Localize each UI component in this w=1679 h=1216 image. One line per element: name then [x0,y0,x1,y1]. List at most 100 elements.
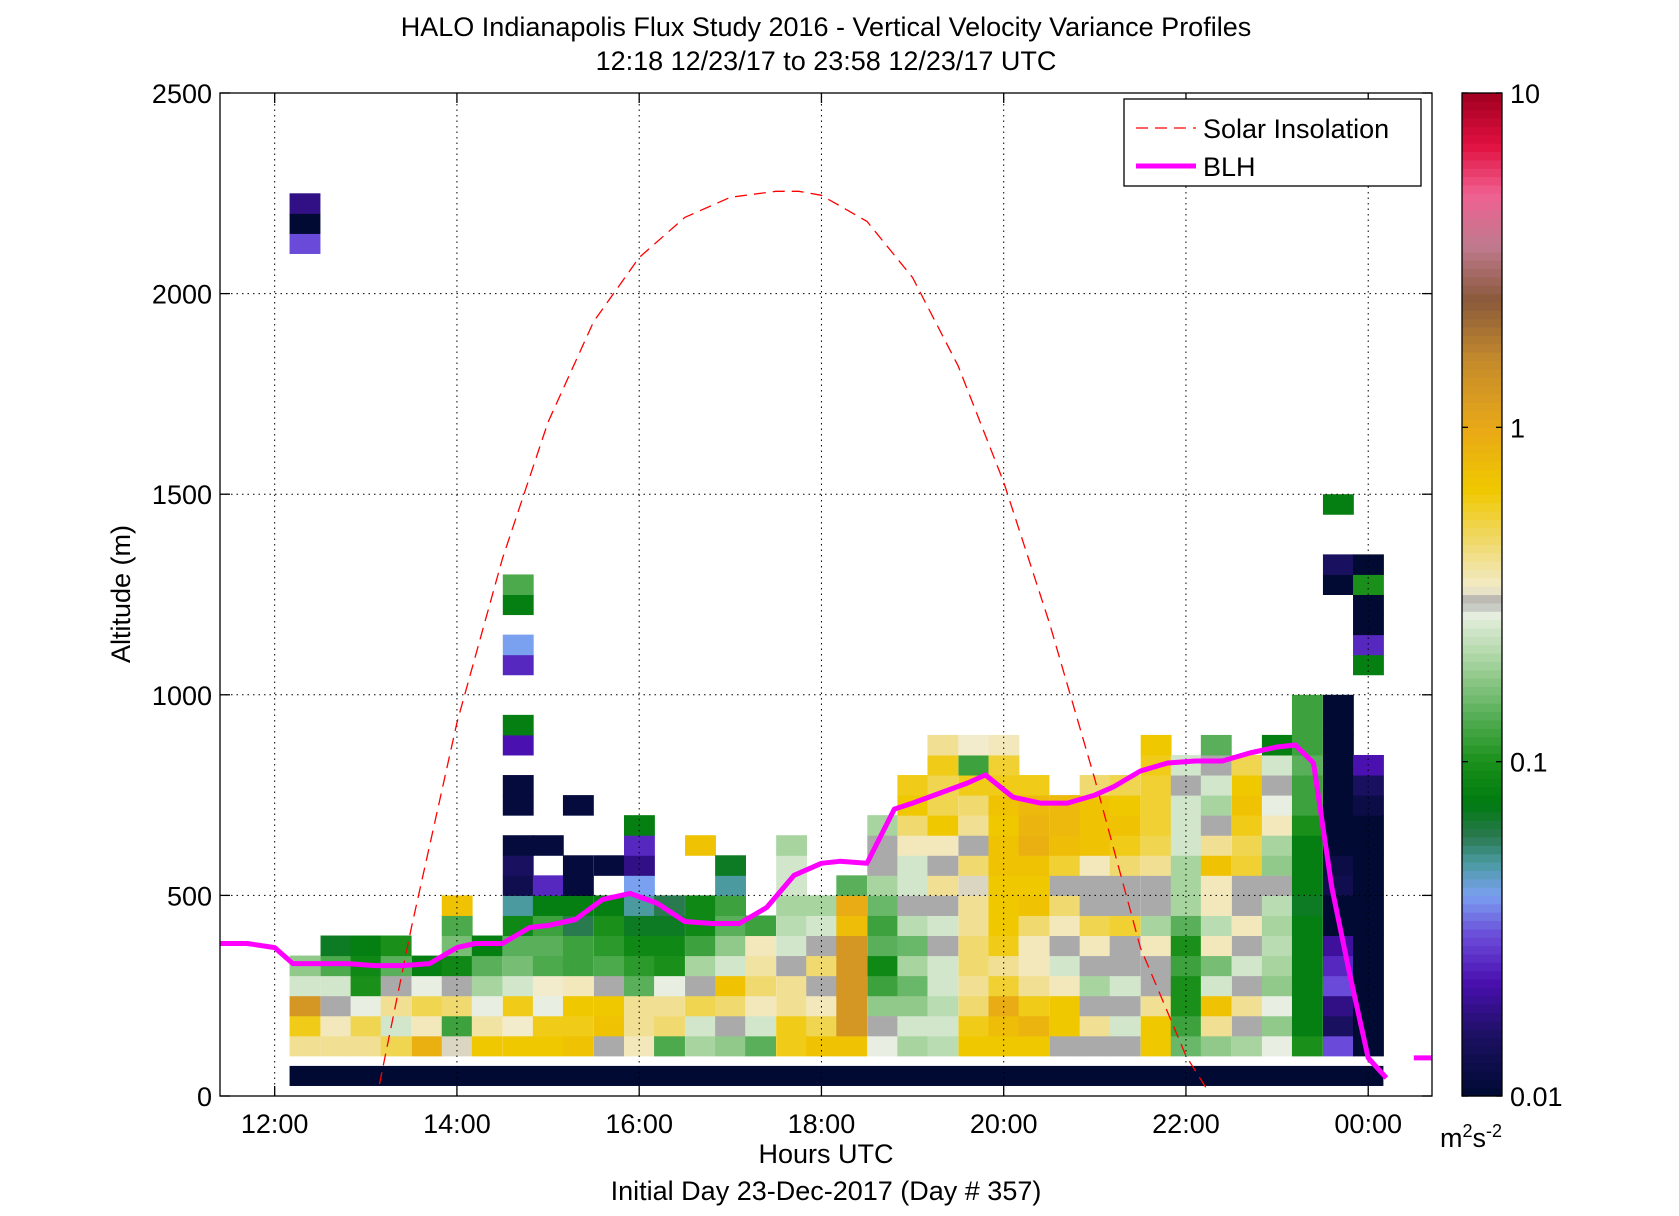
x-tick-label: 18:00 [788,1109,856,1139]
heatmap-cell [867,975,899,997]
heatmap-cell [654,915,685,937]
heatmap-cell [1049,875,1081,896]
colorbar-segment [1462,953,1502,963]
colorbar-segment [1462,201,1502,211]
heatmap-cell [1170,995,1202,1017]
heatmap-cell [1170,895,1202,916]
heatmap-cell [380,1015,412,1037]
heatmap-cell [320,1015,352,1037]
colorbar-segment [1462,703,1502,713]
heatmap-cell [502,855,534,876]
heatmap-cell [1018,875,1050,896]
heatmap-cell [380,935,412,957]
heatmap-cell [350,1015,382,1037]
heatmap-cell [867,1035,899,1057]
heatmap-cell [1291,1015,1323,1037]
colorbar-segment [1462,210,1502,219]
heatmap-cell [1049,995,1081,1017]
heatmap-cell [745,935,777,957]
heatmap-cell [927,995,959,1017]
heatmap-cell [1109,815,1141,836]
heatmap-cell [1018,915,1050,937]
colorbar-segment [1462,109,1502,119]
colorbar-segment [1462,753,1502,763]
heatmap-cell [1200,915,1232,937]
heatmap-cell [897,835,929,856]
colorbar-segment [1462,661,1502,671]
heatmap-cell [836,935,868,957]
colorbar-segment [1462,887,1502,896]
heatmap-cell [1109,875,1141,896]
heatmap-cell [471,995,503,1017]
y-tick-label: 1500 [152,480,212,510]
heatmap-cell [1322,494,1354,515]
heatmap-cell [927,875,959,896]
heatmap-cell [562,995,594,1017]
heatmap-cell [532,835,564,856]
heatmap-cell [1018,775,1050,796]
heatmap-cell [927,855,959,876]
heatmap-cell [502,835,534,856]
heatmap-cell [776,1035,808,1057]
heatmap-cell [927,754,959,776]
heatmap-cell [441,1015,473,1037]
colorbar-segment [1462,385,1502,395]
heatmap-cell [1322,895,1354,916]
colorbar-segment [1462,118,1502,128]
colorbar-segment [1462,360,1502,370]
colorbar-segment [1462,126,1502,136]
heatmap-cell [715,995,747,1017]
colorbar-segment [1462,678,1502,688]
heatmap-cell [836,1035,868,1057]
heatmap-cell [927,1015,959,1037]
heatmap-cell [1261,815,1293,836]
heatmap-cell [593,955,625,977]
colorbar-segment [1462,235,1502,245]
heatmap-cell [1049,975,1081,997]
heatmap-cell [776,935,808,957]
heatmap-cell [776,1015,808,1037]
heatmap-cell [1140,815,1172,836]
heatmap-cell [1261,915,1293,937]
heatmap-cell [1353,835,1384,856]
heatmap-cell [502,654,534,676]
heatmap-cell [1200,734,1232,756]
heatmap-cell [502,1015,534,1037]
heatmap-cell [836,955,868,977]
heatmap-cell [897,895,929,916]
colorbar-segment [1462,795,1502,805]
heatmap-cell [1322,1035,1354,1057]
heatmap-cell [1079,975,1111,997]
heatmap-cell [593,1015,625,1037]
heatmap-cell [1018,935,1050,957]
colorbar-segment [1462,987,1502,997]
colorbar-segment [1462,1062,1502,1072]
heatmap-cell [1049,915,1081,937]
heatmap-cell [715,975,747,997]
colorbar-segment [1462,569,1502,579]
colorbar-segment [1462,485,1502,495]
heatmap-cell [1140,875,1172,896]
heatmap-cell [1261,935,1293,957]
heatmap-cell [958,975,990,997]
heatmap-cell [654,895,685,916]
colorbar-unit-sup1: 2 [1463,1121,1473,1141]
heatmap-cell [715,935,747,957]
heatmap-cell [502,574,534,595]
heatmap-cell [1109,995,1141,1017]
heatmap-cell [715,1015,747,1037]
colorbar-segment [1462,285,1502,295]
heatmap-cell [806,1015,838,1037]
colorbar-segment [1462,477,1502,487]
heatmap-cell [836,995,868,1017]
heatmap-cell [1079,855,1111,876]
heatmap-cell [289,1035,321,1057]
colorbar-segment [1462,586,1502,596]
heatmap-cell [776,835,808,856]
colorbar-segment [1462,561,1502,571]
heatmap-cell [1322,694,1354,716]
colorbar-segment [1462,444,1502,454]
heatmap-cell [988,895,1020,916]
heatmap-cell [1261,775,1293,796]
heatmap-cell [654,955,685,977]
